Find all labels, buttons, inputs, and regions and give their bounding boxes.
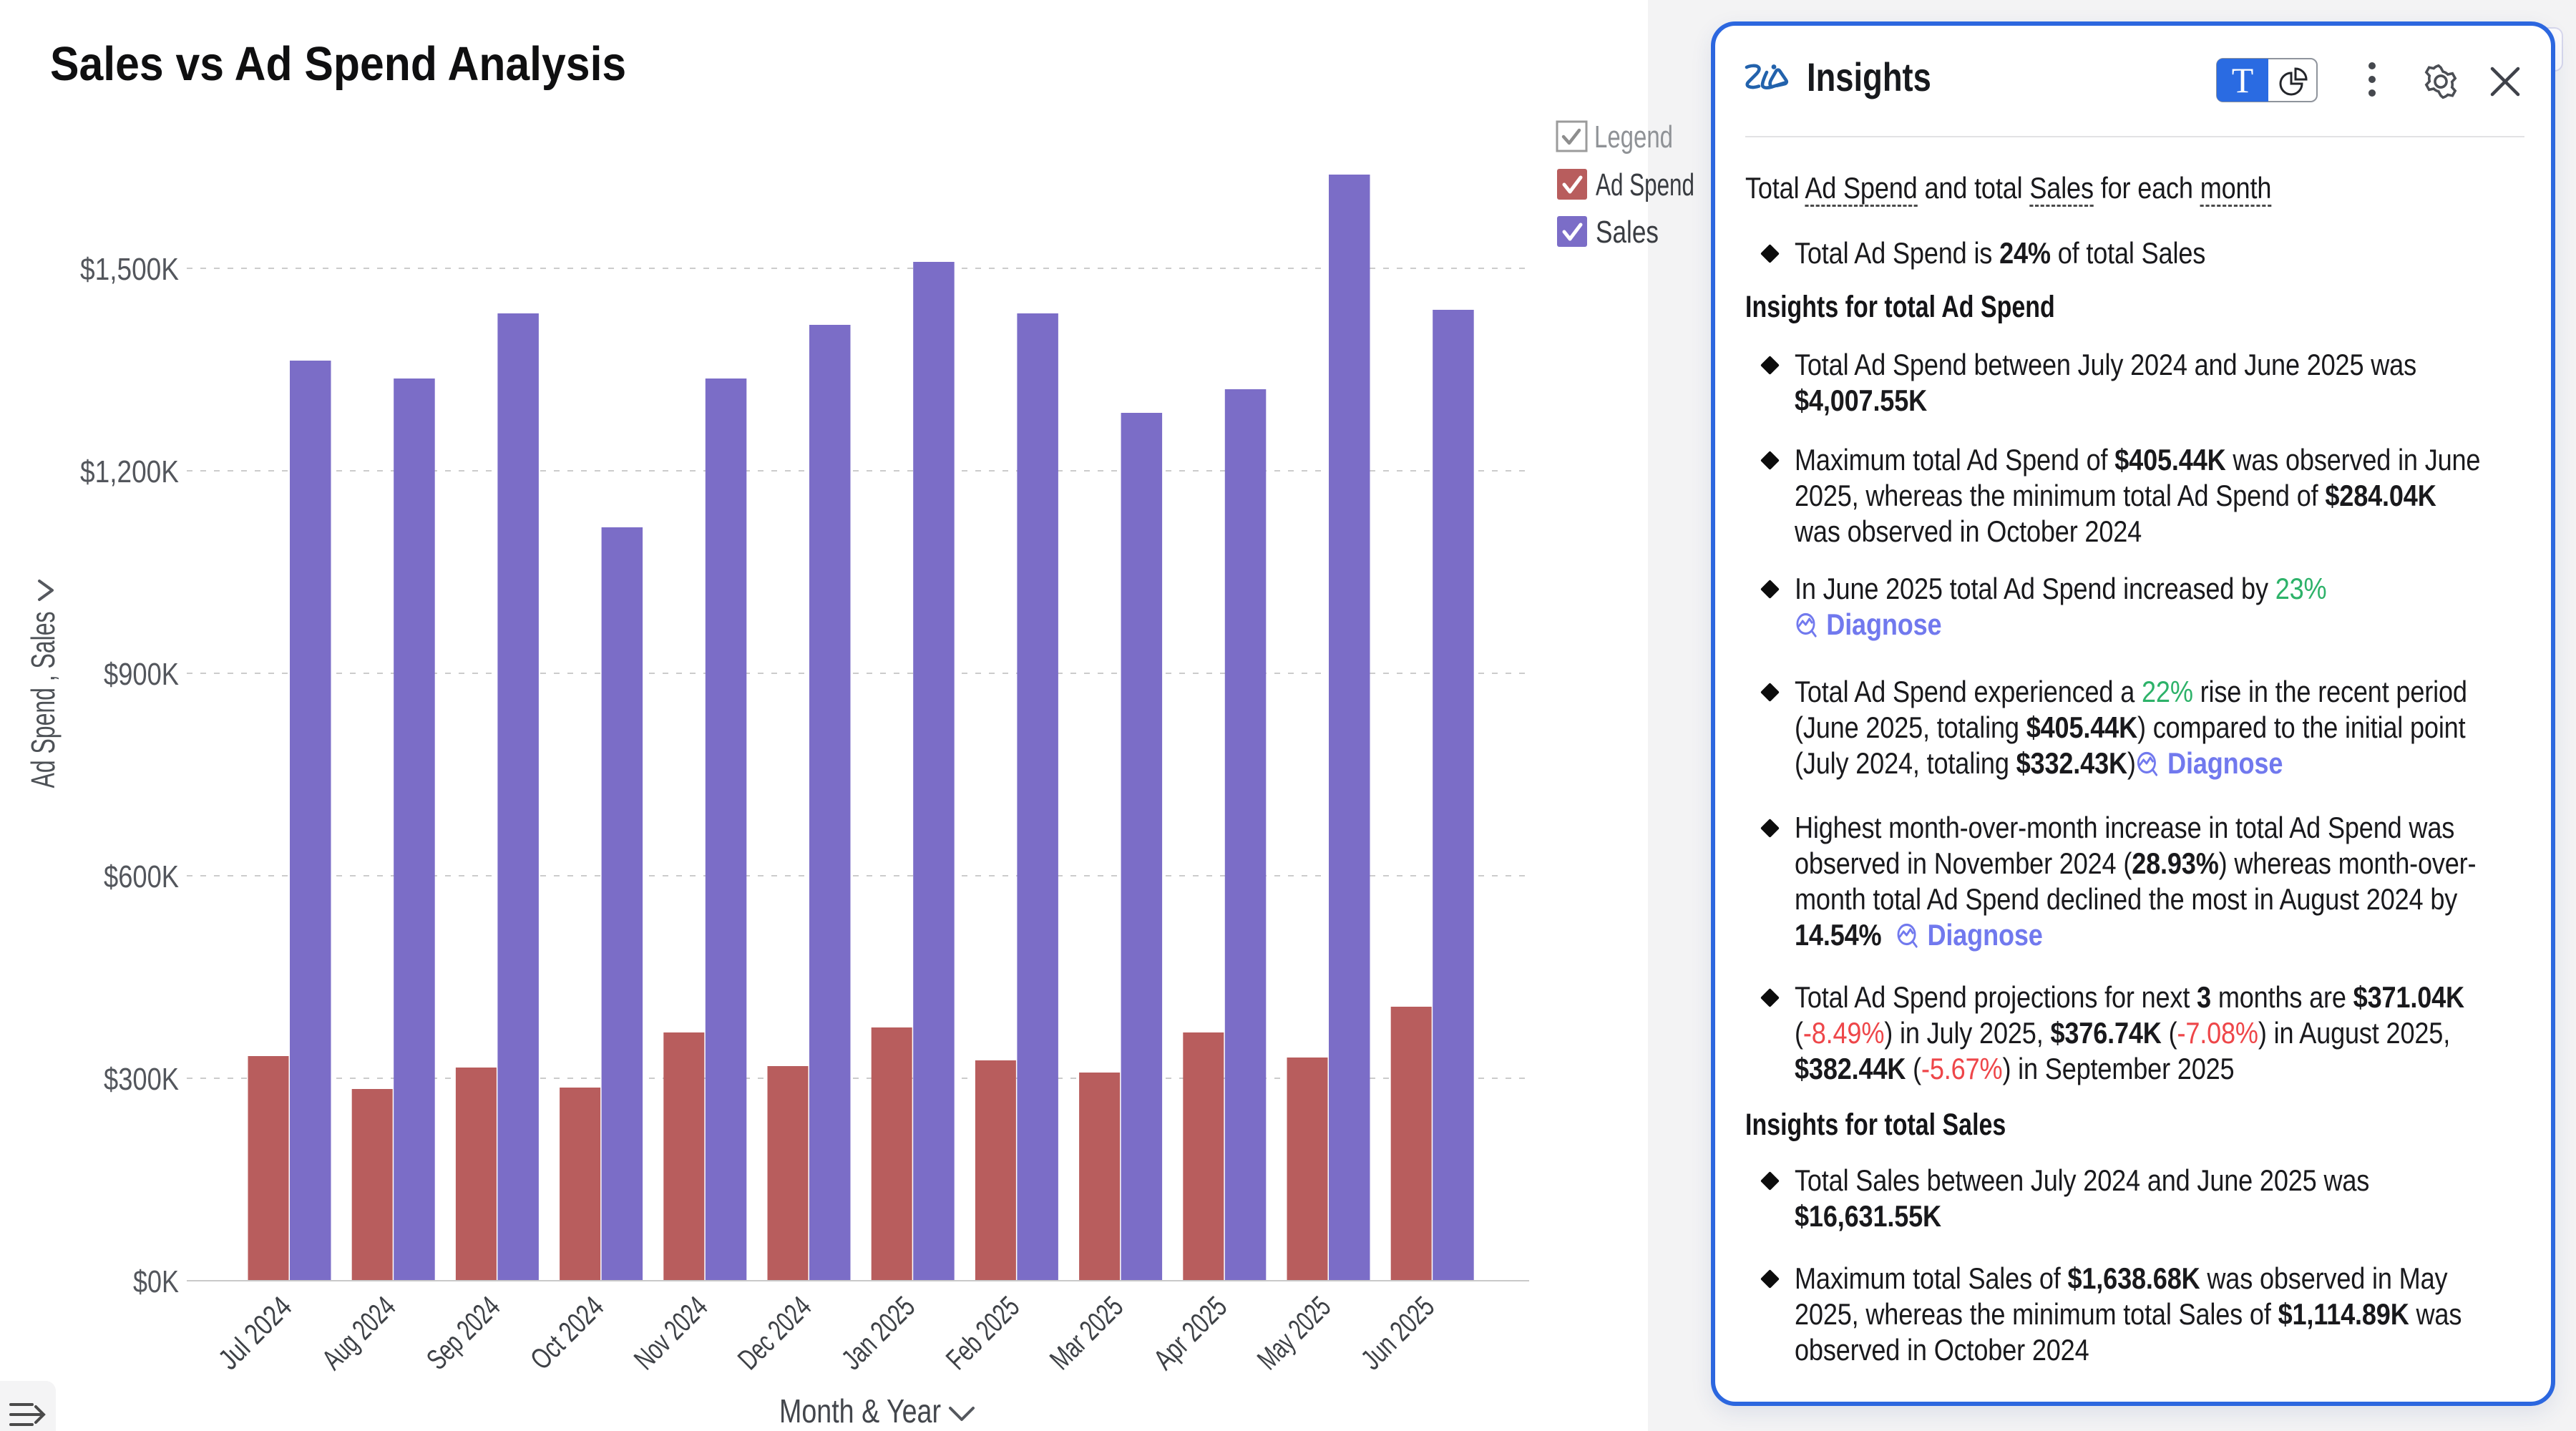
svg-text:Month & Year: Month & Year	[779, 1392, 941, 1430]
svg-text:Dec 2024: Dec 2024	[731, 1290, 817, 1376]
svg-text:$600K: $600K	[104, 859, 179, 894]
svg-text:Jan 2025: Jan 2025	[835, 1290, 921, 1376]
svg-text:May 2025: May 2025	[1251, 1290, 1337, 1376]
svg-text:Jun 2025: Jun 2025	[1355, 1290, 1440, 1376]
svg-text:Sales: Sales	[1596, 215, 1659, 250]
svg-text:Sep 2024: Sep 2024	[420, 1290, 506, 1376]
svg-text:Jul 2024: Jul 2024	[212, 1290, 298, 1376]
svg-text:Mar 2025: Mar 2025	[1043, 1290, 1129, 1376]
svg-text:Ad Spend , Sales: Ad Spend , Sales	[24, 612, 62, 788]
svg-text:Feb 2025: Feb 2025	[940, 1290, 1025, 1376]
svg-text:$0K: $0K	[133, 1264, 179, 1299]
svg-text:Nov 2024: Nov 2024	[628, 1290, 713, 1376]
svg-text:Legend: Legend	[1594, 119, 1673, 155]
svg-text:Apr 2025: Apr 2025	[1147, 1290, 1233, 1376]
svg-text:$1,200K: $1,200K	[80, 454, 179, 489]
svg-text:$300K: $300K	[104, 1062, 179, 1097]
svg-text:Ad Spend: Ad Spend	[1596, 167, 1694, 202]
svg-text:Oct 2024: Oct 2024	[524, 1290, 610, 1376]
svg-text:$1,500K: $1,500K	[80, 252, 179, 287]
svg-text:$900K: $900K	[104, 657, 179, 692]
svg-text:Aug 2024: Aug 2024	[316, 1290, 401, 1376]
